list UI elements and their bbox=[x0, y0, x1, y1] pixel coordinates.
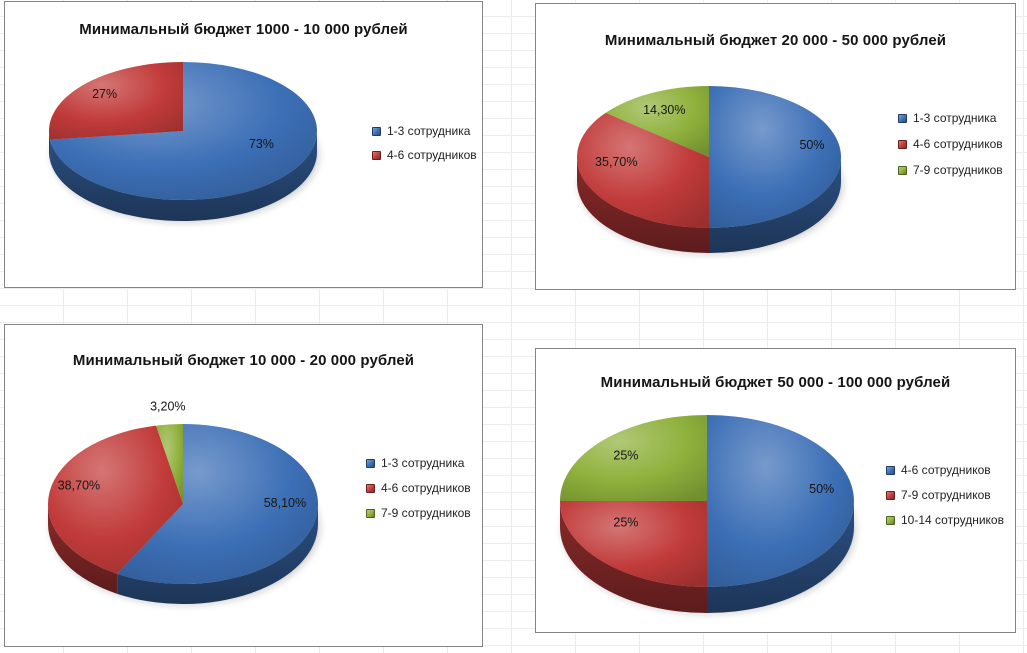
pie-slice[interactable] bbox=[707, 415, 854, 587]
legend-marker-icon bbox=[886, 515, 895, 525]
legend-label: 7-9 сотрудников bbox=[381, 506, 471, 520]
legend-marker-icon bbox=[898, 113, 907, 123]
data-label: 14,30% bbox=[643, 103, 685, 117]
legend-marker-icon bbox=[898, 139, 907, 149]
legend-label: 1-3 сотрудника bbox=[387, 124, 471, 138]
pie-chart-budget-10000-20000[interactable]: Минимальный бюджет 10 000 - 20 000 рубле… bbox=[4, 324, 483, 647]
pie-slice-side bbox=[117, 504, 319, 604]
legend-label: 4-6 сотрудников bbox=[901, 463, 991, 477]
pie-3d-plot: 58,10% 38,70% 3,20% bbox=[48, 399, 319, 604]
chart-title: Минимальный бюджет 20 000 - 50 000 рубле… bbox=[604, 32, 947, 49]
data-label: 35,70% bbox=[595, 155, 637, 169]
legend-item[interactable]: 4-6 сотрудников bbox=[372, 148, 477, 162]
pie-slice-side bbox=[577, 157, 709, 253]
pie-slice-side bbox=[709, 157, 841, 253]
pie-3d-plot: 50% 35,70% 14,30% bbox=[577, 86, 842, 254]
chart-title: Минимальный бюджет 50 000 - 100 000 рубл… bbox=[600, 374, 951, 391]
pie-chart-budget-1000-10000[interactable]: Минимальный бюджет 1000 - 10 000 рублей … bbox=[4, 1, 483, 288]
pie-slice-side bbox=[707, 501, 854, 613]
legend-marker-icon bbox=[366, 508, 375, 518]
legend-item[interactable]: 4-6 сотрудников bbox=[366, 481, 471, 495]
pie-slice[interactable] bbox=[605, 86, 709, 157]
chart-title: Минимальный бюджет 10 000 - 20 000 рубле… bbox=[72, 352, 415, 369]
pie-slice[interactable] bbox=[560, 501, 707, 587]
legend-item[interactable]: 10-14 сотрудников bbox=[886, 513, 1004, 527]
legend-item[interactable]: 7-9 сотрудников bbox=[366, 506, 471, 520]
pie-slice-side bbox=[48, 504, 118, 594]
legend-marker-icon bbox=[898, 165, 907, 175]
pie-slice-side bbox=[49, 131, 51, 161]
pie-3d-plot: 50% 25% 25% bbox=[560, 415, 855, 613]
legend-item[interactable]: 1-3 сотрудника bbox=[372, 124, 477, 138]
chart-legend: 1-3 сотрудника 4-6 сотрудников 7-9 сотрудн… bbox=[898, 111, 1003, 177]
data-label: 25% bbox=[613, 515, 638, 529]
pie-slice[interactable] bbox=[48, 62, 183, 140]
data-label: 27% bbox=[92, 87, 117, 101]
data-label: 3,20% bbox=[150, 399, 185, 413]
pie-chart-budget-20000-50000[interactable]: Минимальный бюджет 20 000 - 50 000 рубле… bbox=[535, 3, 1016, 290]
legend-item[interactable]: 4-6 сотрудников bbox=[898, 137, 1003, 151]
legend-label: 1-3 сотрудника bbox=[381, 456, 465, 470]
data-label: 50% bbox=[799, 138, 824, 152]
legend-label: 4-6 сотрудников bbox=[913, 137, 1003, 151]
legend-label: 1-3 сотрудника bbox=[913, 111, 997, 125]
legend-item[interactable]: 7-9 сотрудников bbox=[898, 163, 1003, 177]
legend-marker-icon bbox=[886, 490, 895, 500]
pie-slice[interactable] bbox=[156, 424, 183, 504]
pie-slice[interactable] bbox=[560, 415, 707, 501]
legend-item[interactable]: 1-3 сотрудника bbox=[898, 111, 1003, 125]
data-label: 25% bbox=[613, 449, 638, 463]
pie-slice[interactable] bbox=[50, 62, 317, 200]
data-label: 58,10% bbox=[264, 496, 306, 510]
legend-label: 10-14 сотрудников bbox=[901, 513, 1004, 527]
data-label: 50% bbox=[809, 482, 834, 496]
legend-label: 4-6 сотрудников bbox=[381, 481, 471, 495]
legend-marker-icon bbox=[366, 458, 375, 468]
pie-slice[interactable] bbox=[48, 425, 184, 574]
data-label: 73% bbox=[249, 137, 274, 151]
pie-slice[interactable] bbox=[117, 424, 319, 584]
pie-chart-budget-50000-100000[interactable]: Минимальный бюджет 50 000 - 100 000 рубл… bbox=[535, 348, 1016, 633]
legend-label: 4-6 сотрудников bbox=[387, 148, 477, 162]
chart-title: Минимальный бюджет 1000 - 10 000 рублей bbox=[79, 21, 408, 38]
chart-legend: 4-6 сотрудников 7-9 сотрудников 10-14 сотр… bbox=[886, 463, 1004, 527]
legend-marker-icon bbox=[372, 126, 381, 136]
legend-item[interactable]: 1-3 сотрудника bbox=[366, 456, 471, 470]
pie-slice[interactable] bbox=[709, 86, 841, 228]
legend-label: 7-9 сотрудников bbox=[901, 488, 991, 502]
pie-3d-plot: 73% 27% bbox=[48, 62, 318, 222]
legend-label: 7-9 сотрудников bbox=[913, 163, 1003, 177]
chart-legend: 1-3 сотрудника 4-6 сотрудников bbox=[372, 124, 477, 162]
legend-item[interactable]: 7-9 сотрудников bbox=[886, 488, 1004, 502]
legend-marker-icon bbox=[886, 465, 895, 475]
chart-legend: 1-3 сотрудника 4-6 сотрудников 7-9 сотрудн… bbox=[366, 456, 471, 520]
pie-slice-side bbox=[50, 131, 317, 221]
legend-marker-icon bbox=[372, 150, 381, 160]
legend-item[interactable]: 4-6 сотрудников bbox=[886, 463, 1004, 477]
data-label: 38,70% bbox=[58, 478, 100, 492]
pie-slice[interactable] bbox=[577, 112, 709, 228]
pie-slice-side bbox=[560, 501, 707, 613]
legend-marker-icon bbox=[366, 483, 375, 493]
